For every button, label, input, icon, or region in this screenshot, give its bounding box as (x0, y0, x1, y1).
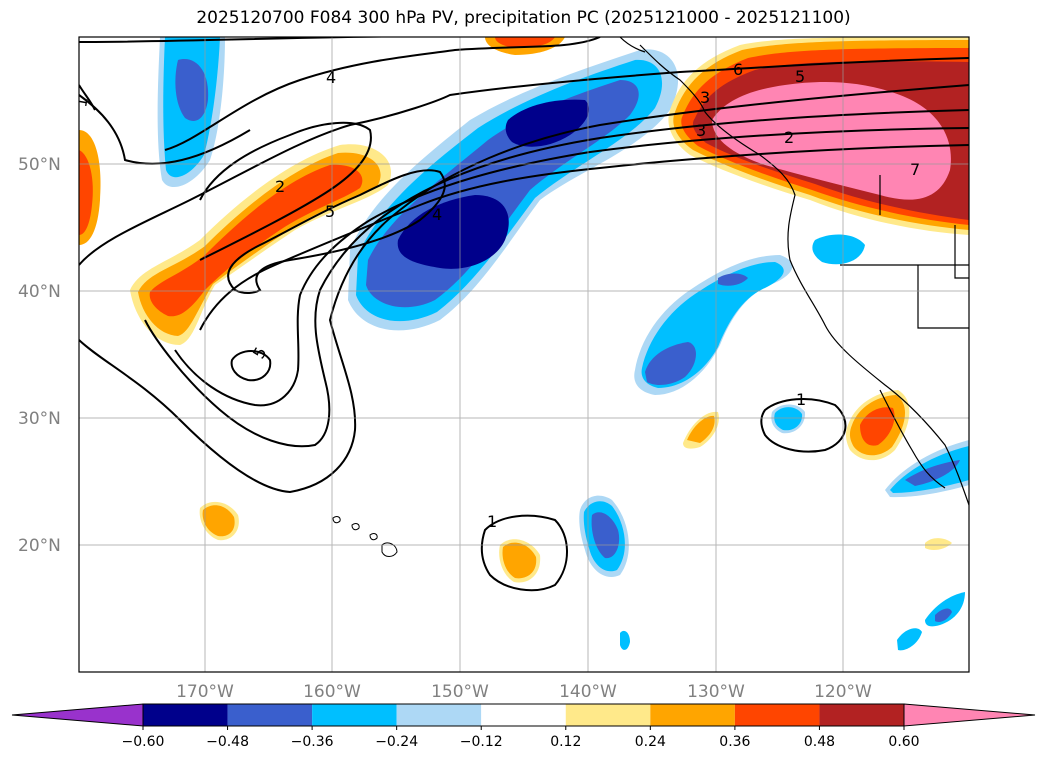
lon-label-150w: 150°W (431, 682, 489, 702)
colorbar-segment (227, 704, 313, 726)
contour-label: 2 (275, 177, 285, 196)
blue-blob-south-mid (591, 512, 620, 559)
lat-label-30n: 30°N (18, 409, 61, 429)
contour-label: 4 (432, 205, 442, 224)
map-title: 2025120700 F084 300 hPa PV, precipitatio… (196, 8, 851, 28)
colorbar-segment (312, 704, 397, 726)
pv-contour-1 (79, 37, 434, 43)
gridlines (79, 37, 969, 672)
colorbar-tick-label: 0.60 (888, 734, 919, 750)
pv-contour-6 (144, 109, 969, 448)
nw-blue-mid (175, 59, 209, 121)
contour-label: 1 (796, 390, 806, 409)
pv-contour-11 (230, 350, 272, 382)
colorbar-segment (734, 704, 820, 726)
pv-contour-3 (164, 37, 601, 151)
pv-contour-4 (79, 57, 969, 266)
colorbar-tick-label: −0.48 (206, 734, 249, 750)
colorbar: −0.60 −0.48 −0.36 −0.24 −0.12 0.12 0.24 0.36 0.4… (11, 703, 1036, 750)
ne-pink (712, 82, 951, 200)
pv-contour-12 (480, 514, 568, 592)
colorbar-segment (565, 704, 651, 726)
lat-label-40n: 40°N (18, 282, 61, 302)
pv-contour-7 (174, 127, 969, 407)
orange-blob-se-y (925, 538, 952, 551)
pv-contour-13 (760, 398, 847, 453)
lon-label-120w: 120°W (814, 682, 872, 702)
contour-label: 4 (326, 68, 336, 87)
baja-coast (879, 389, 946, 489)
contour-labels: 1 4 2 5 4 5 1 1 6 5 3 2 7 3 (71, 60, 920, 531)
colorbar-tick-label: −0.36 (291, 734, 334, 750)
us-state-lines (840, 175, 969, 329)
contour-label: 3 (696, 121, 706, 140)
pv-contours (79, 37, 969, 592)
colorbar-segment (481, 704, 566, 726)
colorbar-extend-high (903, 703, 1036, 727)
orange-blob-20n (502, 542, 537, 579)
west-far-red (79, 150, 93, 235)
colorbar-segment (650, 704, 735, 726)
colorbar-tick-label: 0.12 (550, 734, 581, 750)
pv-contour-2 (79, 94, 251, 165)
pv-contour-5 (79, 84, 969, 494)
lat-label-50n: 50°N (18, 155, 61, 175)
contour-label: 7 (910, 160, 920, 179)
contour-label: 2 (784, 128, 794, 147)
colorbar-tick-label: 0.24 (635, 734, 666, 750)
colorbar-extend-low (11, 703, 144, 727)
colorbar-segment (819, 704, 904, 726)
contour-label: 1 (71, 95, 91, 108)
east-blue-sky-2 (812, 234, 865, 265)
contour-label: 1 (487, 512, 497, 531)
plot-border (78, 36, 970, 673)
lon-label-130w: 130°W (687, 682, 745, 702)
orange-blob-mex-red (860, 407, 895, 446)
pv-contour-14 (79, 84, 96, 111)
contour-label: 6 (733, 60, 743, 79)
east-blue-mid (645, 342, 696, 385)
contour-label: 3 (700, 88, 710, 107)
colorbar-tick-label: −0.60 (122, 734, 165, 750)
lon-label-140w: 140°W (559, 682, 617, 702)
colorbar-outline (142, 703, 905, 727)
colorbar-segment (396, 704, 482, 726)
blue-blob-30n-sky (774, 407, 803, 431)
blue-blob-tiny (620, 630, 630, 650)
blue-blob-se-2 (897, 628, 922, 651)
colorbar-tick-label: −0.24 (375, 734, 418, 750)
lat-axis: 50°N 40°N 30°N 20°N (18, 155, 61, 556)
precip-shading (79, 37, 969, 651)
pv-contour-10 (199, 121, 372, 261)
blue-blob-baja-mid (905, 460, 960, 486)
contour-label: 5 (325, 202, 335, 221)
lon-label-170w: 170°W (176, 682, 234, 702)
colorbar-tick-label: 0.36 (719, 734, 750, 750)
orange-blob-30n (687, 415, 715, 443)
pv-contour-9 (227, 169, 446, 294)
hawaii-oahu (351, 523, 360, 531)
coastlines (619, 37, 969, 506)
islands (332, 516, 398, 557)
lon-axis: 170°W 160°W 150°W 140°W 130°W 120°W (176, 682, 872, 702)
ne-top-red (495, 37, 555, 48)
alaska-coast (619, 37, 646, 53)
blue-core-1 (397, 195, 509, 269)
hawaii-maui (369, 533, 378, 541)
lat-label-20n: 20°N (18, 536, 61, 556)
hawaii-kauai (332, 516, 341, 524)
colorbar-tick-label: 0.48 (804, 734, 835, 750)
colorbar-segment (143, 704, 228, 726)
hawaii-island (381, 542, 398, 557)
contour-label: 5 (795, 67, 805, 86)
blue-core-2 (505, 99, 590, 147)
na-west-coast (639, 44, 969, 506)
orange-blob-hawaii (202, 505, 235, 537)
colorbar-tick-label: −0.12 (460, 734, 503, 750)
east-blue-mid-2 (718, 273, 748, 286)
pv-contour-8 (199, 144, 969, 331)
blue-blob-se-mid (935, 608, 952, 622)
lon-label-160w: 160°W (303, 682, 361, 702)
